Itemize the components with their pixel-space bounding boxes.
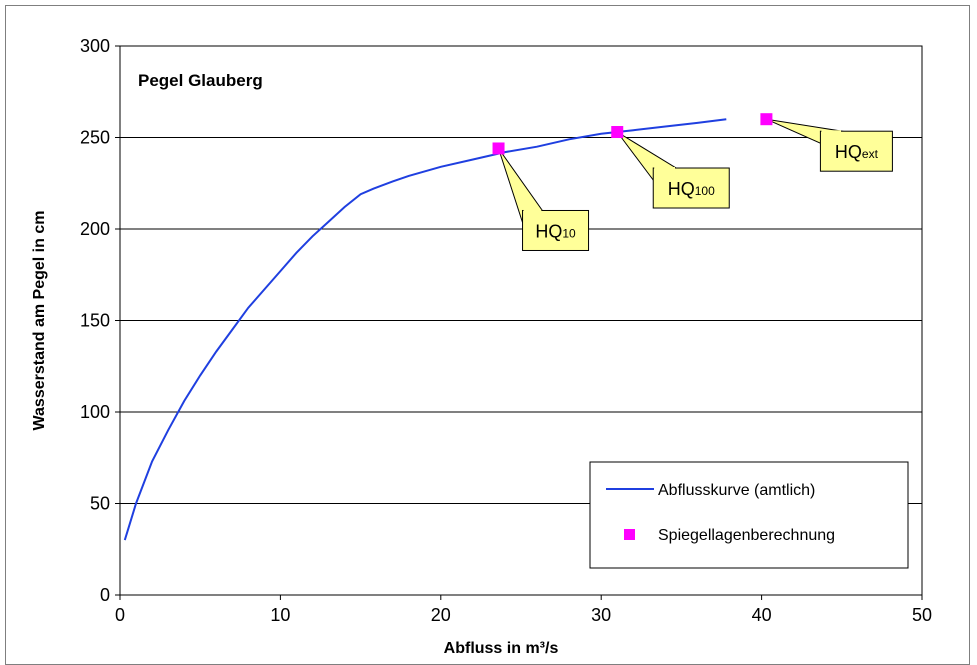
x-tick-label: 0 <box>115 605 125 625</box>
callout-hq-10: HQ10 <box>498 148 590 251</box>
y-tick-label: 150 <box>80 311 110 331</box>
callout-hq-ext: HQext <box>766 118 893 172</box>
legend-marker-swatch <box>624 529 635 540</box>
y-tick-label: 100 <box>80 402 110 422</box>
legend-label-spiegellagen: Spiegellagenberechnung <box>658 527 835 544</box>
data-point-marker <box>492 142 505 155</box>
callout-label: HQ100 <box>668 179 715 199</box>
legend-box <box>589 461 909 569</box>
y-tick-label: 300 <box>80 36 110 56</box>
x-tick-label: 30 <box>591 605 611 625</box>
callout-label-sub: 100 <box>695 184 715 198</box>
callout-label-main: HQ <box>835 142 862 162</box>
callout-label: HQext <box>835 142 879 162</box>
data-point-marker <box>611 126 624 139</box>
x-tick-label: 50 <box>912 605 932 625</box>
data-point-marker <box>760 113 773 126</box>
chart-title: Pegel Glauberg <box>138 71 263 90</box>
x-tick-label: 40 <box>752 605 772 625</box>
x-tick-label: 20 <box>431 605 451 625</box>
callout-label-main: HQ <box>668 179 695 199</box>
y-tick-label: 200 <box>80 219 110 239</box>
x-axis-title: Abfluss in m³/s <box>444 640 559 657</box>
y-tick-label: 250 <box>80 128 110 148</box>
series-line-abflusskurve <box>123 118 727 541</box>
callout-label-sub: 10 <box>562 226 576 240</box>
callout-box <box>652 167 730 209</box>
callout-label: HQ10 <box>535 221 576 241</box>
y-tick-label: 50 <box>90 494 110 514</box>
y-tick-label: 0 <box>100 585 110 605</box>
callout-label-sub: ext <box>862 147 879 161</box>
callout-label-main: HQ <box>535 221 562 241</box>
y-axis-title: Wasserstand am Pegel in cm <box>31 211 48 431</box>
callout-box <box>522 209 590 251</box>
callout-hq-100: HQ100 <box>616 131 730 209</box>
legend-label-abflusskurve: Abflusskurve (amtlich) <box>658 482 815 499</box>
callout-box <box>819 130 893 172</box>
x-tick-label: 10 <box>270 605 290 625</box>
